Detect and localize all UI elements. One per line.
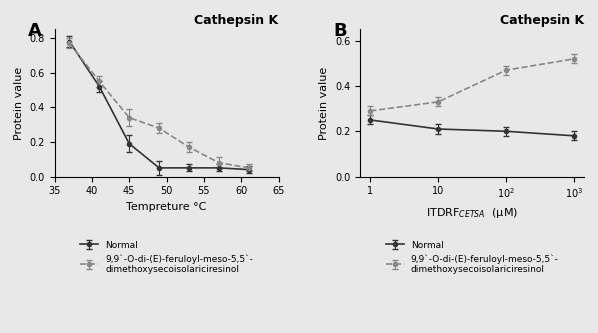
Text: A: A bbox=[28, 22, 41, 40]
Y-axis label: Protein value: Protein value bbox=[319, 66, 329, 140]
Legend: Normal, 9,9`-O-di-(E)-feruloyl-meso-5,5`-
dimethoxysecoisolariciresinol: Normal, 9,9`-O-di-(E)-feruloyl-meso-5,5`… bbox=[77, 237, 257, 278]
X-axis label: ITDRF$_{CETSA}$  (μM): ITDRF$_{CETSA}$ (μM) bbox=[426, 205, 518, 219]
Text: Cathepsin K: Cathepsin K bbox=[194, 14, 279, 27]
Text: Cathepsin K: Cathepsin K bbox=[500, 14, 584, 27]
X-axis label: Tempreture °C: Tempreture °C bbox=[126, 202, 207, 212]
Legend: Normal, 9,9`-O-di-(E)-feruloyl-meso-5,5`-
dimethoxysecoisolariciresinol: Normal, 9,9`-O-di-(E)-feruloyl-meso-5,5`… bbox=[382, 237, 562, 278]
Text: B: B bbox=[333, 22, 347, 40]
Y-axis label: Protein value: Protein value bbox=[14, 66, 24, 140]
